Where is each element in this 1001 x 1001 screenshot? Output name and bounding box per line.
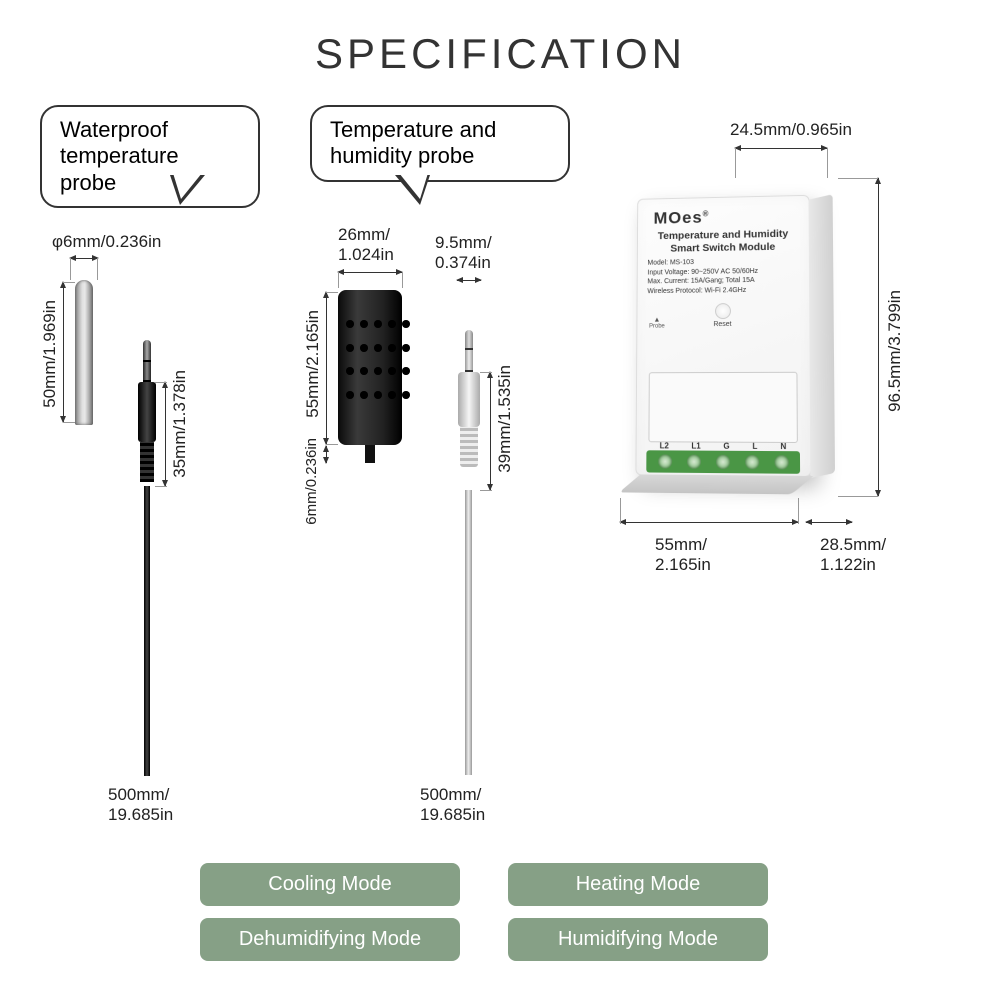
- dim-module-top-width: 24.5mm/0.965in: [730, 120, 852, 140]
- page-title: SPECIFICATION: [0, 30, 1001, 78]
- dim-probe1-length: 50mm/1.969in: [40, 300, 60, 408]
- wiring-diagram: [648, 372, 797, 443]
- dim-line: [155, 486, 167, 487]
- dim-probe2-length: 55mm/2.165in: [303, 310, 323, 418]
- dim-cable1-length: 500mm/19.685in: [108, 785, 173, 824]
- callout-tail: [170, 175, 205, 205]
- module-subtitle: Temperature and HumiditySmart Switch Mod…: [638, 225, 809, 255]
- dim-line: [838, 178, 878, 179]
- dim-probe1-diameter: φ6mm/0.236in: [52, 232, 161, 252]
- dim-line: [480, 372, 492, 373]
- dim-probe2-width: 26mm/1.024in: [338, 225, 394, 264]
- dim-line: [827, 148, 828, 178]
- dim-cable2-length: 500mm/19.685in: [420, 785, 485, 824]
- dim-jack1-length: 35mm/1.378in: [170, 370, 190, 478]
- humidity-probe-graphic: [338, 290, 402, 445]
- callout-humidity-probe: Temperature and humidity probe: [310, 105, 570, 182]
- dim-line: [735, 148, 736, 178]
- mode-cooling: Cooling Mode: [200, 863, 460, 906]
- dim-line: [338, 272, 402, 273]
- mode-buttons: Cooling Mode Heating Mode Dehumidifying …: [200, 863, 768, 961]
- dim-line: [620, 498, 621, 524]
- jack-plug-graphic: [458, 330, 480, 467]
- dim-module-depth: 28.5mm/1.122in: [820, 535, 886, 574]
- module-specs: Model: MS-103 Input Voltage: 90~250V AC …: [638, 252, 810, 300]
- dim-line: [838, 496, 878, 497]
- cable-graphic: [465, 490, 472, 775]
- dim-line: [326, 292, 338, 293]
- dim-jack2-length: 39mm/1.535in: [495, 365, 515, 473]
- dim-line: [402, 272, 403, 288]
- smart-switch-module-graphic: MOes® Temperature and HumiditySmart Swit…: [635, 195, 811, 477]
- dim-line: [70, 258, 71, 280]
- dim-line: [490, 372, 491, 490]
- dim-line: [63, 282, 64, 422]
- probe-arrow-label: Probe: [649, 317, 665, 330]
- mode-humidifying: Humidifying Mode: [508, 918, 768, 961]
- mode-heating: Heating Mode: [508, 863, 768, 906]
- dim-line: [338, 272, 339, 288]
- waterproof-probe-graphic: [75, 280, 93, 425]
- module-brand: MOes®: [638, 196, 809, 229]
- dim-line: [97, 258, 98, 280]
- dim-line: [165, 382, 166, 486]
- mode-dehumidifying: Dehumidifying Mode: [200, 918, 460, 961]
- dim-line: [63, 282, 75, 283]
- dim-line: [70, 258, 98, 259]
- dim-jack2-width: 9.5mm/0.374in: [435, 233, 492, 272]
- dim-probe2-stem: 6mm/0.236in: [303, 438, 320, 525]
- dim-line: [480, 490, 492, 491]
- dim-line: [798, 498, 799, 524]
- cable-graphic: [144, 486, 150, 776]
- probe-stem-graphic: [365, 445, 375, 463]
- dim-line: [735, 148, 827, 149]
- dim-module-height: 96.5mm/3.799in: [885, 290, 905, 412]
- jack-plug-graphic: [138, 340, 156, 482]
- dim-line: [878, 178, 879, 496]
- dim-line: [155, 382, 167, 383]
- callout-waterproof-probe: Waterproof temperature probe: [40, 105, 260, 208]
- dim-line: [620, 522, 798, 523]
- terminal-block: [646, 450, 800, 474]
- dim-module-width: 55mm/2.165in: [655, 535, 711, 574]
- reset-button-graphic: [715, 303, 731, 319]
- callout-tail: [395, 175, 430, 205]
- dim-line: [326, 292, 327, 444]
- dim-line: [63, 422, 75, 423]
- dim-line: [457, 280, 481, 281]
- dim-line: [326, 446, 327, 463]
- dim-line: [806, 522, 852, 523]
